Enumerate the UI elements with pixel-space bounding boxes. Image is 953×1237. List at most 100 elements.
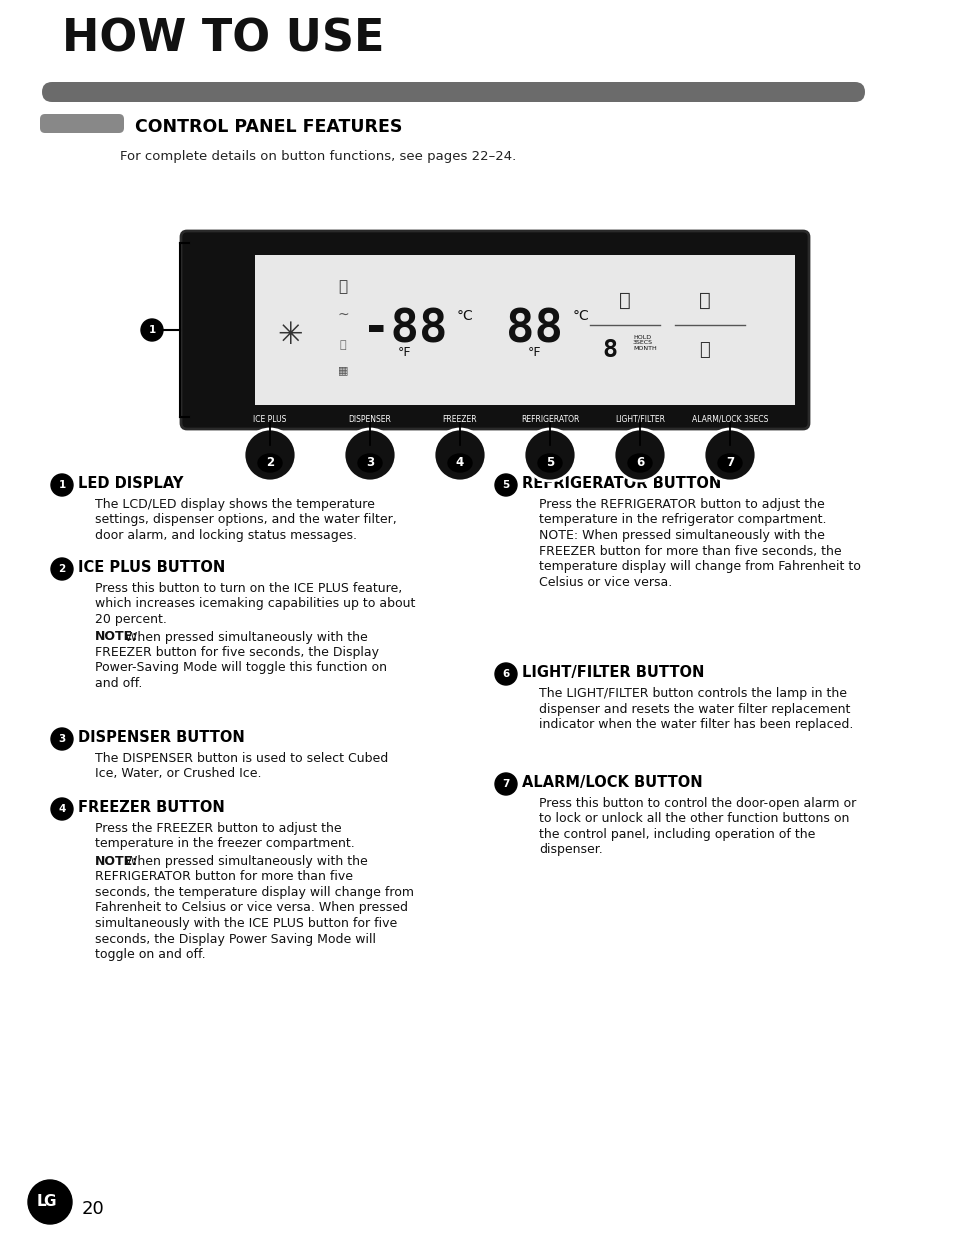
Text: 20: 20	[82, 1200, 105, 1218]
Circle shape	[434, 429, 485, 481]
Text: FREEZER BUTTON: FREEZER BUTTON	[78, 800, 225, 815]
Text: ✳: ✳	[277, 320, 302, 350]
Text: The LCD/LED display shows the temperature: The LCD/LED display shows the temperatur…	[95, 499, 375, 511]
Text: 20 percent.: 20 percent.	[95, 614, 167, 626]
Text: REFRIGERATOR: REFRIGERATOR	[520, 414, 578, 424]
Text: ▦: ▦	[337, 365, 348, 375]
Text: When pressed simultaneously with the: When pressed simultaneously with the	[121, 855, 368, 868]
Circle shape	[51, 558, 73, 580]
Text: dispenser and resets the water filter replacement: dispenser and resets the water filter re…	[538, 703, 849, 715]
Text: °C: °C	[573, 309, 589, 323]
Text: NOTE:: NOTE:	[95, 631, 138, 643]
FancyBboxPatch shape	[40, 114, 124, 134]
Circle shape	[28, 1180, 71, 1223]
Circle shape	[141, 319, 163, 341]
Circle shape	[51, 798, 73, 820]
Text: temperature display will change from Fahrenheit to: temperature display will change from Fah…	[538, 560, 860, 573]
Text: DISPENSER: DISPENSER	[348, 414, 391, 424]
Text: °C: °C	[456, 309, 474, 323]
Text: temperature in the freezer compartment.: temperature in the freezer compartment.	[95, 837, 355, 851]
Text: LIGHT/FILTER BUTTON: LIGHT/FILTER BUTTON	[521, 666, 703, 680]
Text: ALARM/LOCK 3SECS: ALARM/LOCK 3SECS	[691, 414, 767, 424]
Text: to lock or unlock all the other function buttons on: to lock or unlock all the other function…	[538, 813, 848, 825]
Bar	[254, 255, 794, 404]
FancyBboxPatch shape	[181, 231, 808, 429]
Text: HOW TO USE: HOW TO USE	[62, 19, 384, 61]
Text: 7: 7	[502, 779, 509, 789]
Text: the control panel, including operation of the: the control panel, including operation o…	[538, 828, 815, 841]
Circle shape	[614, 429, 665, 481]
Text: 7: 7	[725, 456, 733, 470]
Circle shape	[495, 663, 517, 685]
Text: 5: 5	[502, 480, 509, 490]
Text: REFRIGERATOR BUTTON: REFRIGERATOR BUTTON	[521, 476, 720, 491]
Text: For complete details on button functions, see pages 22–24.: For complete details on button functions…	[120, 150, 516, 163]
Text: NOTE: When pressed simultaneously with the: NOTE: When pressed simultaneously with t…	[538, 529, 824, 542]
Text: CONTROL PANEL FEATURES: CONTROL PANEL FEATURES	[135, 118, 402, 136]
Circle shape	[51, 474, 73, 496]
Circle shape	[244, 429, 295, 481]
Circle shape	[703, 429, 755, 481]
Text: FREEZER button for five seconds, the Display: FREEZER button for five seconds, the Dis…	[95, 646, 378, 659]
Text: settings, dispenser options, and the water filter,: settings, dispenser options, and the wat…	[95, 513, 396, 527]
Text: dispenser.: dispenser.	[538, 844, 602, 856]
Text: and off.: and off.	[95, 677, 142, 690]
Text: temperature in the refrigerator compartment.: temperature in the refrigerator compartm…	[538, 513, 825, 527]
Text: DISPENSER BUTTON: DISPENSER BUTTON	[78, 730, 245, 745]
Text: LED DISPLAY: LED DISPLAY	[78, 476, 183, 491]
Text: seconds, the temperature display will change from: seconds, the temperature display will ch…	[95, 886, 414, 899]
Text: Celsius or vice versa.: Celsius or vice versa.	[538, 575, 672, 589]
Text: simultaneously with the ICE PLUS button for five: simultaneously with the ICE PLUS button …	[95, 917, 396, 930]
Text: Press this button to turn on the ICE PLUS feature,: Press this button to turn on the ICE PLU…	[95, 581, 402, 595]
Text: G: G	[44, 1195, 56, 1210]
Text: ICE PLUS: ICE PLUS	[253, 414, 287, 424]
Text: 6: 6	[636, 456, 643, 470]
Text: When pressed simultaneously with the: When pressed simultaneously with the	[121, 631, 368, 643]
Circle shape	[51, 729, 73, 750]
Ellipse shape	[257, 454, 282, 473]
Text: 🔒: 🔒	[699, 341, 710, 359]
Text: ICE PLUS BUTTON: ICE PLUS BUTTON	[78, 560, 225, 575]
Text: Press the REFRIGERATOR button to adjust the: Press the REFRIGERATOR button to adjust …	[538, 499, 824, 511]
Circle shape	[495, 773, 517, 795]
Text: Power-Saving Mode will toggle this function on: Power-Saving Mode will toggle this funct…	[95, 662, 387, 674]
Text: FREEZER: FREEZER	[442, 414, 476, 424]
Text: 🔊: 🔊	[699, 291, 710, 309]
Text: NOTE:: NOTE:	[95, 855, 138, 868]
Ellipse shape	[537, 454, 561, 473]
Text: 3: 3	[366, 456, 374, 470]
Text: ALARM/LOCK BUTTON: ALARM/LOCK BUTTON	[521, 776, 702, 790]
Text: L: L	[36, 1195, 46, 1210]
Text: Fahrenheit to Celsius or vice versa. When pressed: Fahrenheit to Celsius or vice versa. Whe…	[95, 902, 408, 914]
Text: 8: 8	[602, 338, 617, 362]
Text: HOLD
3SECS
MONTH: HOLD 3SECS MONTH	[633, 335, 656, 351]
Text: ⬛: ⬛	[339, 340, 346, 350]
Ellipse shape	[448, 454, 472, 473]
Text: 6: 6	[502, 669, 509, 679]
Text: indicator when the water filter has been replaced.: indicator when the water filter has been…	[538, 717, 853, 731]
Text: 🥤: 🥤	[338, 280, 347, 294]
Text: Ice, Water, or Crushed Ice.: Ice, Water, or Crushed Ice.	[95, 767, 261, 781]
Text: 88: 88	[506, 308, 563, 353]
Text: The LIGHT/FILTER button controls the lamp in the: The LIGHT/FILTER button controls the lam…	[538, 687, 846, 700]
Circle shape	[344, 429, 395, 481]
Text: 4: 4	[456, 456, 464, 470]
Text: Press this button to control the door-open alarm or: Press this button to control the door-op…	[538, 797, 856, 810]
Text: °F: °F	[528, 345, 541, 359]
Ellipse shape	[718, 454, 741, 473]
Text: LIGHT/FILTER: LIGHT/FILTER	[615, 414, 664, 424]
Text: seconds, the Display Power Saving Mode will: seconds, the Display Power Saving Mode w…	[95, 933, 375, 945]
Text: ~: ~	[336, 308, 349, 322]
Text: °F: °F	[397, 345, 412, 359]
Text: -88: -88	[362, 308, 447, 353]
Text: 4: 4	[58, 804, 66, 814]
Text: toggle on and off.: toggle on and off.	[95, 948, 206, 961]
Text: 2: 2	[58, 564, 66, 574]
Text: 1: 1	[149, 325, 155, 335]
Text: 3: 3	[58, 734, 66, 743]
Circle shape	[523, 429, 576, 481]
Circle shape	[495, 474, 517, 496]
Text: 1: 1	[58, 480, 66, 490]
Text: 5: 5	[545, 456, 554, 470]
Text: which increases icemaking capabilities up to about: which increases icemaking capabilities u…	[95, 597, 415, 611]
